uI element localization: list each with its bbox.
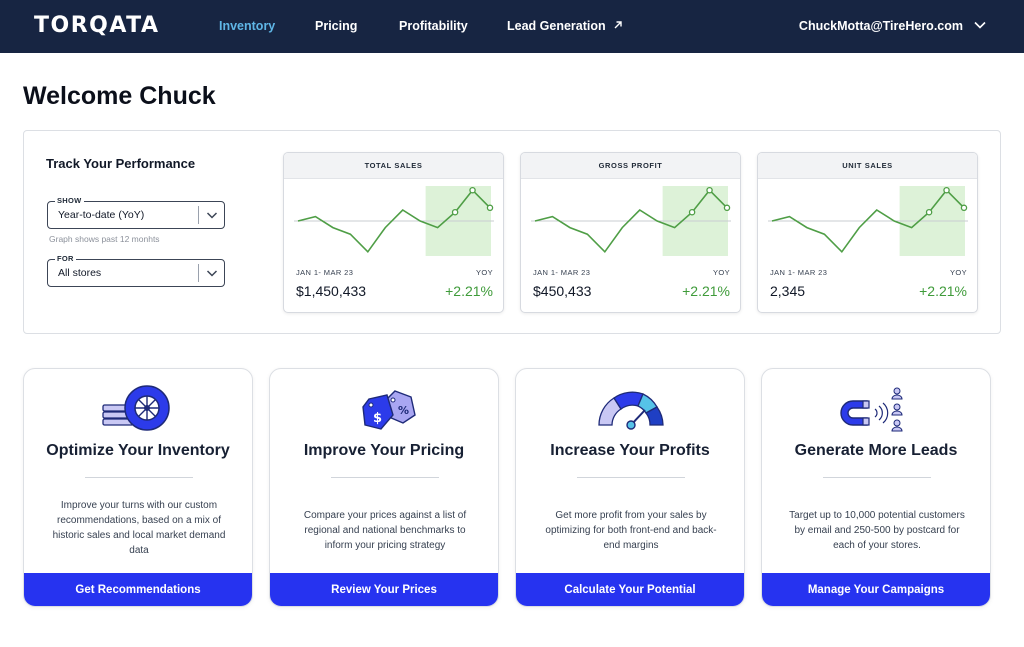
metric-value: $1,450,433 [296,283,367,299]
feature-description: Get more profit from your sales by optim… [545,510,717,551]
sparkline-point [960,204,968,212]
for-select[interactable]: All stores [47,259,225,287]
user-menu[interactable]: ChuckMotta@TireHero.com [799,19,987,33]
performance-panel: Track Your Performance Year-to-date (YoY… [23,130,1001,334]
metric-card-gross-profit: GROSS PROFIT JAN 1- MAR 23 YOY $450,433 … [520,152,741,313]
svg-text:%: % [398,404,409,417]
sparkline-point [723,204,731,212]
show-select-value: Year-to-date (YoY) [58,209,145,221]
metric-period: JAN 1- MAR 23 [296,268,354,277]
sparkline-series [297,188,491,254]
sparkline-series [534,188,728,254]
review-your-prices-button[interactable]: Review Your Prices [270,573,498,606]
manage-your-campaigns-button[interactable]: Manage Your Campaigns [762,573,990,606]
feature-card-leads: Generate More Leads Target up to 10,000 … [761,368,991,607]
sparkline-chart [531,186,731,256]
nav-lead-generation[interactable]: Lead Generation [507,19,623,33]
feature-title: Generate More Leads [794,442,958,459]
chevron-down-icon [206,212,218,219]
select-divider [198,206,199,224]
for-label: FOR [55,254,76,263]
metric-card-unit-sales: UNIT SALES JAN 1- MAR 23 YOY 2,345 +2.21… [757,152,978,313]
sparkline-series [771,188,965,254]
select-divider [198,264,199,282]
sparkline-point [706,186,713,194]
nav-lead-generation-label: Lead Generation [507,19,606,33]
metric-change: +2.21% [682,283,730,299]
feature-description: Compare your prices against a list of re… [303,510,467,551]
metric-value: 2,345 [770,283,806,299]
chevron-down-icon [974,21,986,29]
sparkline-point [451,208,459,216]
feature-card-pricing: % $ Improve Your Pricing Compare your pr… [269,368,499,607]
metric-card-total-sales: TOTAL SALES JAN 1- MAR 23 YOY $1,450,433… [283,152,504,313]
calculate-your-potential-button[interactable]: Calculate Your Potential [516,573,744,606]
nav-pricing[interactable]: Pricing [315,19,358,33]
feature-card-inventory: Optimize Your Inventory Improve your tur… [23,368,253,607]
feature-title: Improve Your Pricing [303,442,465,459]
metric-change: +2.21% [445,283,493,299]
sparkline-chart [294,186,494,256]
gauge-icon [598,391,664,430]
divider [823,477,931,478]
metric-value: $450,433 [533,283,592,299]
metric-title: GROSS PROFIT [521,153,740,179]
chevron-down-icon [206,270,218,277]
nav-profitability[interactable]: Profitability [399,19,468,33]
show-label: SHOW [55,196,84,205]
feature-title: Optimize Your Inventory [46,442,230,459]
for-select-value: All stores [58,267,102,279]
divider [577,477,685,478]
svg-text:$: $ [373,411,382,426]
user-email: ChuckMotta@TireHero.com [798,19,963,33]
metric-yoy-label: YOY [712,268,730,277]
sparkline-point [469,186,476,194]
metric-period: JAN 1- MAR 23 [533,268,591,277]
feature-title: Increase Your Profits [550,442,710,459]
metric-title: TOTAL SALES [284,153,503,179]
top-nav: TORQATA Inventory Pricing Profitability … [0,0,1024,53]
metric-title: UNIT SALES [758,153,977,179]
sparkline-point [688,208,696,216]
divider [331,477,439,478]
magnet-people-icon [840,387,903,432]
arrow-up-right-icon [614,21,622,29]
sparkline-point [486,204,494,212]
get-recommendations-button[interactable]: Get Recommendations [24,573,252,606]
show-select[interactable]: Year-to-date (YoY) [47,201,225,229]
metric-yoy-label: YOY [475,268,493,277]
feature-description: Target up to 10,000 potential customers … [789,510,965,551]
graph-hint: Graph shows past 12 monhts [49,234,160,244]
sparkline-point [943,186,950,194]
feature-card-profits: Increase Your Profits Get more profit fr… [515,368,745,607]
performance-title: Track Your Performance [46,156,196,171]
tire-icon [102,385,170,431]
price-tags-icon: % $ [362,390,416,430]
page-title: Welcome Chuck [23,82,216,110]
sparkline-chart [768,186,968,256]
sparkline-point [925,208,933,216]
feature-description: Improve your turns with our custom recom… [52,500,226,556]
divider [85,477,193,478]
metric-period: JAN 1- MAR 23 [770,268,828,277]
nav-inventory[interactable]: Inventory [219,19,276,33]
metric-change: +2.21% [919,283,967,299]
metric-yoy-label: YOY [949,268,967,277]
logo[interactable]: TORQATA [34,13,160,38]
